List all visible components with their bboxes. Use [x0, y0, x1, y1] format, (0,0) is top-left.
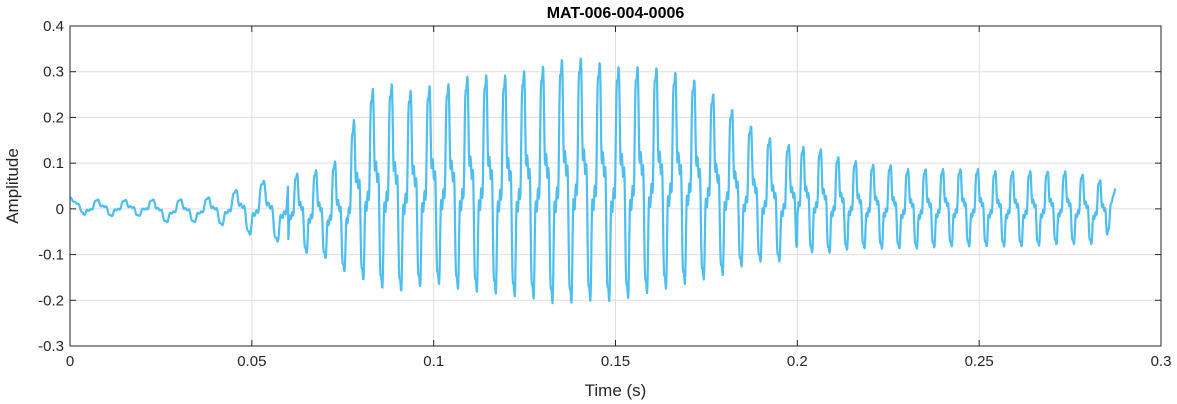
chart-title: MAT-006-004-0006 [547, 5, 685, 22]
x-tick-label: 0.2 [787, 353, 808, 370]
x-axis-label: Time (s) [585, 381, 647, 400]
x-tick-label: 0.3 [1151, 353, 1172, 370]
waveform-line [69, 57, 1117, 305]
tick-marks [69, 25, 1162, 347]
y-tick-label: 0.4 [43, 18, 64, 35]
x-tick-label: 0.1 [423, 353, 444, 370]
y-tick-label: 0 [56, 201, 64, 218]
y-tick-label: -0.1 [38, 247, 64, 264]
y-tick-labels: -0.3 -0.2 -0.1 0 0.1 0.2 0.3 0.4 [38, 18, 64, 355]
x-tick-label: 0 [66, 353, 74, 370]
y-axis-label: Amplitude [3, 148, 22, 224]
x-tick-label: 0.25 [965, 353, 994, 370]
y-tick-label: -0.2 [38, 292, 64, 309]
y-tick-label: 0.2 [43, 109, 64, 126]
y-tick-label: 0.1 [43, 155, 64, 172]
y-tick-label: 0.3 [43, 64, 64, 81]
plot-area [69, 57, 1117, 305]
y-tick-label: -0.3 [38, 338, 64, 355]
x-tick-label: 0.05 [237, 353, 266, 370]
x-tick-labels: 0 0.05 0.1 0.15 0.2 0.25 0.3 [66, 353, 1172, 370]
x-tick-label: 0.15 [601, 353, 630, 370]
